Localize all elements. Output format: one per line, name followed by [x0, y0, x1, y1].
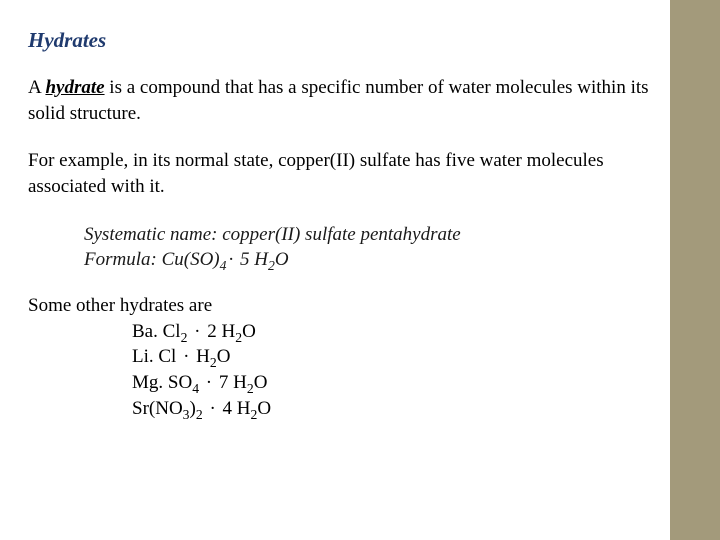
chem-part: Mg. SO — [132, 372, 192, 393]
definition-paragraph: A hydrate is a compound that has a speci… — [28, 75, 650, 126]
chem-part: 4 H — [223, 398, 251, 419]
example-paragraph: For example, in its normal state, copper… — [28, 148, 650, 199]
chem-dot: · — [203, 398, 223, 419]
systematic-block: Systematic name: copper(II) sulfate pent… — [84, 222, 650, 273]
systematic-label: Systematic name: — [84, 224, 222, 245]
chem-dot: · — [176, 346, 196, 367]
chem-sub: 4 — [192, 381, 199, 396]
list-item: Ba. Cl2 · 2 H2O — [132, 319, 650, 345]
chem-part: O — [242, 321, 256, 342]
list-item: Mg. SO4 · 7 H2O — [132, 370, 650, 396]
list-item: Li. Cl · H2O — [132, 344, 650, 370]
systematic-value: copper(II) sulfate pentahydrate — [222, 224, 460, 245]
chem-part: 7 H — [219, 372, 247, 393]
chem-part: O — [217, 346, 231, 367]
chem-part: O — [257, 398, 271, 419]
list-intro: Some other hydrates are — [28, 295, 650, 317]
chem-part: O — [254, 372, 268, 393]
def-pre: A — [28, 77, 45, 98]
hydrate-list: Ba. Cl2 · 2 H2O Li. Cl · H2O Mg. SO4 · 7… — [132, 319, 650, 422]
chem-part: 2 H — [207, 321, 235, 342]
formula-prefix: Cu(SO) — [162, 249, 220, 270]
def-post: is a compound that has a specific number… — [28, 77, 649, 124]
systematic-name-line: Systematic name: copper(II) sulfate pent… — [84, 222, 650, 248]
chem-sub: 2 — [210, 355, 217, 370]
sidebar-accent — [670, 0, 720, 540]
chem-part: Sr(NO — [132, 398, 183, 419]
chem-dot: · — [187, 321, 207, 342]
list-item: Sr(NO3)2 · 4 H2O — [132, 396, 650, 422]
formula-mid: 5 H — [235, 249, 268, 270]
formula-label: Formula: — [84, 249, 162, 270]
chem-part: H — [196, 346, 210, 367]
formula-line: Formula: Cu(SO)4· 5 H2O — [84, 247, 650, 273]
slide-title: Hydrates — [28, 28, 650, 53]
chem-sub: 2 — [196, 407, 203, 422]
slide-content: Hydrates A hydrate is a compound that ha… — [0, 0, 720, 441]
keyword-hydrate: hydrate — [45, 77, 104, 98]
formula-dot: · — [226, 249, 235, 270]
formula-suffix: O — [275, 249, 289, 270]
chem-part: Ba. Cl — [132, 321, 181, 342]
chem-sub: 2 — [247, 381, 254, 396]
chem-dot: · — [199, 372, 219, 393]
formula-sub2: 2 — [268, 258, 275, 273]
chem-sub: 3 — [183, 407, 190, 422]
chem-part: Li. Cl — [132, 346, 176, 367]
